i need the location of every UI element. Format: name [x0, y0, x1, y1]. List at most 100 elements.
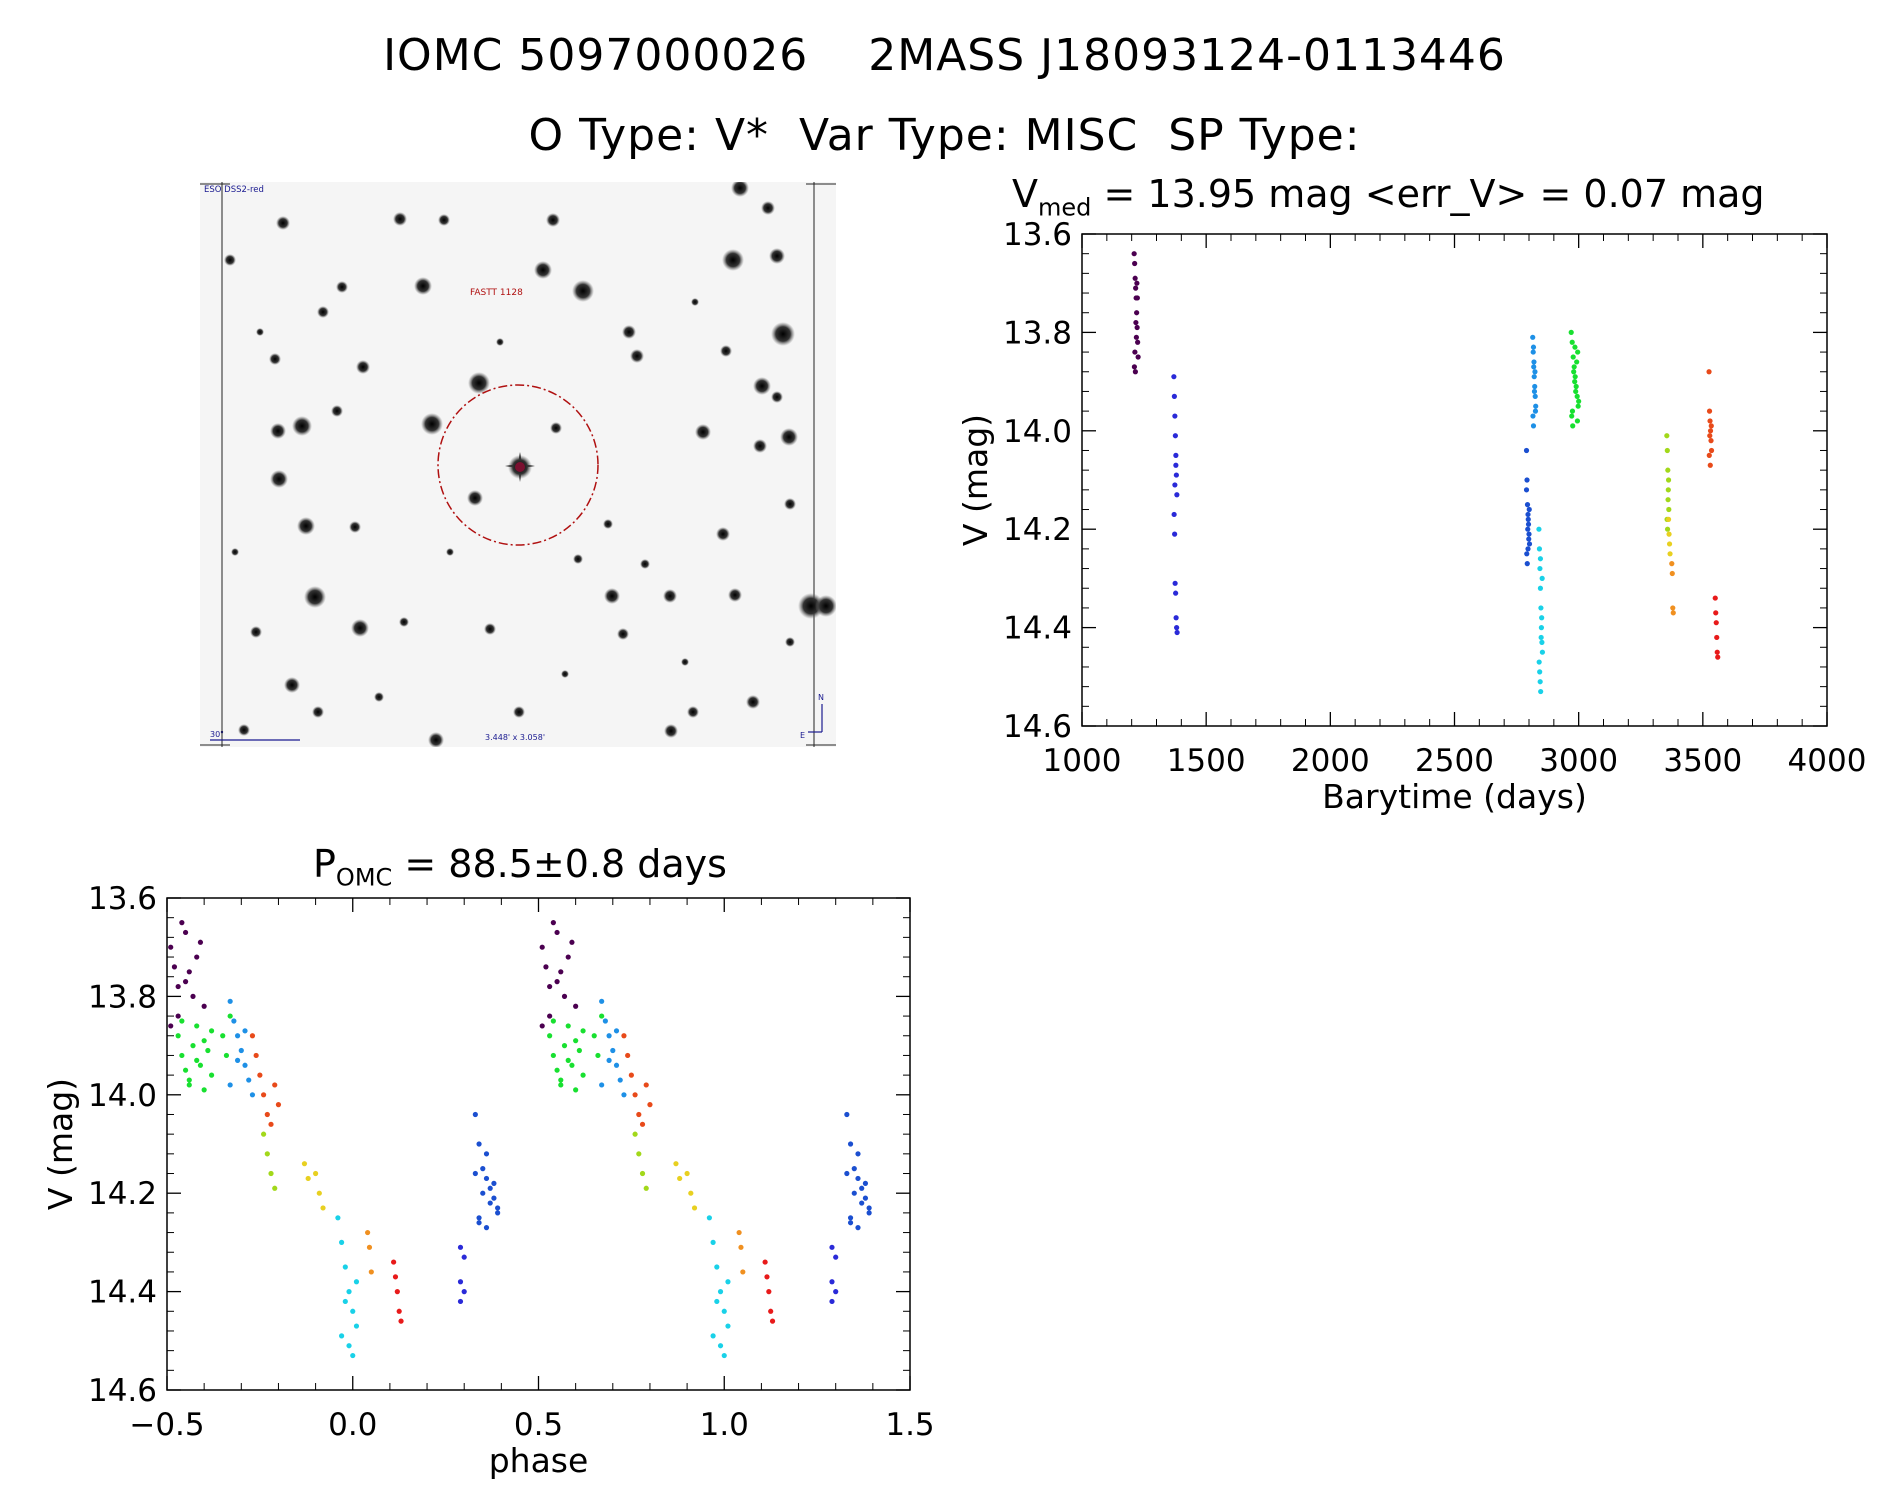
lightcurve-point-season-6 — [1573, 388, 1579, 395]
lightcurve-point-season-11 — [1714, 634, 1720, 641]
lightcurve-point-season-2 — [1172, 433, 1178, 439]
lightcurve-point-season-3 — [1526, 541, 1533, 547]
lightcurve-point-season-6 — [1571, 369, 1577, 375]
phase-ytick-label: 13.6 — [88, 881, 157, 917]
phase-point-repeat-season-4 — [613, 1062, 620, 1068]
phase-point-repeat-season-7 — [639, 1170, 646, 1177]
phase-point-repeat-season-4 — [621, 1092, 627, 1098]
lightcurve-point-season-10 — [1707, 428, 1714, 434]
phase-point-season-3 — [472, 1170, 478, 1177]
phase-point-season-5 — [342, 1264, 348, 1270]
phase-point-season-4 — [227, 1082, 233, 1088]
phase-point-season-8 — [301, 1161, 308, 1167]
lightcurve-point-season-8 — [1666, 541, 1673, 547]
lightcurve-point-season-3 — [1524, 502, 1531, 508]
lightcurve-point-season-7 — [1665, 467, 1671, 473]
phase-point-repeat-season-3 — [855, 1151, 861, 1157]
phase-point-repeat-season-6 — [550, 1018, 556, 1024]
phase-point-season-6 — [208, 1072, 215, 1078]
lightcurve-point-season-11 — [1715, 654, 1721, 660]
phase-xtick-label: 0.0 — [328, 1407, 377, 1443]
lightcurve-point-season-10 — [1707, 418, 1713, 424]
phase-point-season-7 — [264, 1151, 270, 1157]
lightcurve-xtick-label: 4000 — [1788, 743, 1867, 779]
phase-point-season-4 — [231, 1018, 237, 1024]
lightcurve-point-season-5 — [1536, 526, 1542, 532]
phase-point-season-6 — [220, 1033, 226, 1039]
lightcurve-point-season-4 — [1530, 349, 1536, 355]
phase-point-season-6 — [197, 1062, 204, 1068]
lightcurve-point-season-11 — [1713, 620, 1719, 626]
lightcurve-ytick-label: 13.6 — [1003, 217, 1072, 253]
phase-point-season-11 — [394, 1289, 400, 1295]
phase-ytick-label: 14.2 — [88, 1176, 157, 1212]
lightcurve-point-season-8 — [1665, 516, 1672, 522]
phase-point-repeat-season-10 — [639, 1121, 646, 1127]
phase-point-season-10 — [260, 1092, 267, 1098]
phase-point-season-6 — [179, 1052, 185, 1059]
lightcurve-xtick-label: 2000 — [1291, 743, 1370, 779]
survey-label: ESO DSS2-red — [204, 185, 264, 195]
lightcurve-point-season-5 — [1538, 634, 1544, 641]
lightcurve-xtick-label: 3500 — [1663, 743, 1742, 779]
phase-point-repeat-season-8 — [677, 1175, 683, 1182]
phase-point-season-2 — [457, 1244, 464, 1250]
phase-point-repeat-season-3 — [862, 1180, 869, 1186]
lightcurve-point-season-6 — [1574, 418, 1581, 424]
phase-point-season-3 — [491, 1195, 497, 1201]
lightcurve-ytick-label: 14.6 — [1003, 709, 1072, 745]
phase-point-season-4 — [242, 1062, 248, 1068]
phase-point-season-2 — [461, 1254, 467, 1260]
phase-point-season-6 — [194, 1023, 200, 1029]
lightcurve-title-rest: = 13.95 mag <err_V> = 0.07 mag — [1091, 172, 1765, 216]
phase-point-season-10 — [272, 1082, 278, 1088]
phase-point-repeat-season-11 — [764, 1274, 770, 1280]
phase-point-season-6 — [201, 1038, 207, 1044]
phase-point-season-1 — [179, 920, 185, 926]
phase-point-repeat-season-3 — [859, 1185, 865, 1191]
phase-point-season-10 — [275, 1102, 282, 1108]
lightcurve-point-season-2 — [1173, 590, 1179, 596]
lightcurve-point-season-1 — [1131, 364, 1137, 370]
lightcurve-point-season-3 — [1525, 511, 1531, 518]
lightcurve-point-season-6 — [1570, 423, 1576, 429]
phase-point-repeat-season-6 — [550, 1052, 556, 1059]
phase-point-repeat-season-6 — [565, 1023, 571, 1029]
lightcurve-point-season-4 — [1530, 344, 1537, 350]
phase-point-repeat-season-1 — [539, 1023, 545, 1029]
phase-point-season-1 — [171, 964, 178, 970]
phase-point-season-3 — [476, 1141, 482, 1147]
lightcurve-point-season-4 — [1530, 334, 1536, 340]
phase-point-repeat-season-8 — [691, 1205, 698, 1211]
lightcurve-title-sub: med — [1038, 193, 1092, 222]
lightcurve-point-season-2 — [1173, 472, 1179, 478]
lightcurve-point-season-10 — [1706, 452, 1712, 458]
phase-point-season-11 — [392, 1274, 399, 1280]
lightcurve-point-season-2 — [1171, 393, 1177, 399]
lightcurve-point-season-6 — [1569, 408, 1576, 414]
lightcurve-point-season-4 — [1530, 413, 1536, 419]
phase-point-repeat-season-3 — [859, 1200, 865, 1206]
phase-point-season-4 — [234, 1033, 241, 1039]
aperture-circle — [437, 384, 599, 546]
fov-label: 3.448' x 3.058' — [485, 733, 545, 742]
lightcurve-point-season-2 — [1174, 492, 1180, 498]
phase-point-season-8 — [316, 1190, 322, 1196]
lightcurve-point-season-9 — [1670, 610, 1676, 616]
phase-point-season-8 — [305, 1175, 311, 1182]
phase-point-repeat-season-8 — [673, 1161, 679, 1167]
lightcurve-point-season-8 — [1667, 551, 1673, 557]
phase-point-repeat-season-6 — [580, 1072, 586, 1078]
lightcurve-xlabel: Barytime (days) — [1322, 777, 1587, 816]
phase-point-season-3 — [495, 1210, 501, 1216]
phase-point-repeat-season-6 — [547, 1033, 553, 1039]
phase-point-repeat-season-10 — [647, 1102, 653, 1108]
phase-point-season-10 — [253, 1052, 259, 1059]
phase-point-repeat-season-4 — [617, 1077, 623, 1083]
lightcurve-point-season-1 — [1135, 339, 1141, 345]
lightcurve-point-season-5 — [1536, 546, 1543, 552]
lightcurve-point-season-1 — [1134, 310, 1140, 316]
phase-point-season-5 — [353, 1323, 360, 1329]
lightcurve-point-season-9 — [1669, 561, 1675, 567]
phase-point-repeat-season-3 — [847, 1220, 854, 1226]
